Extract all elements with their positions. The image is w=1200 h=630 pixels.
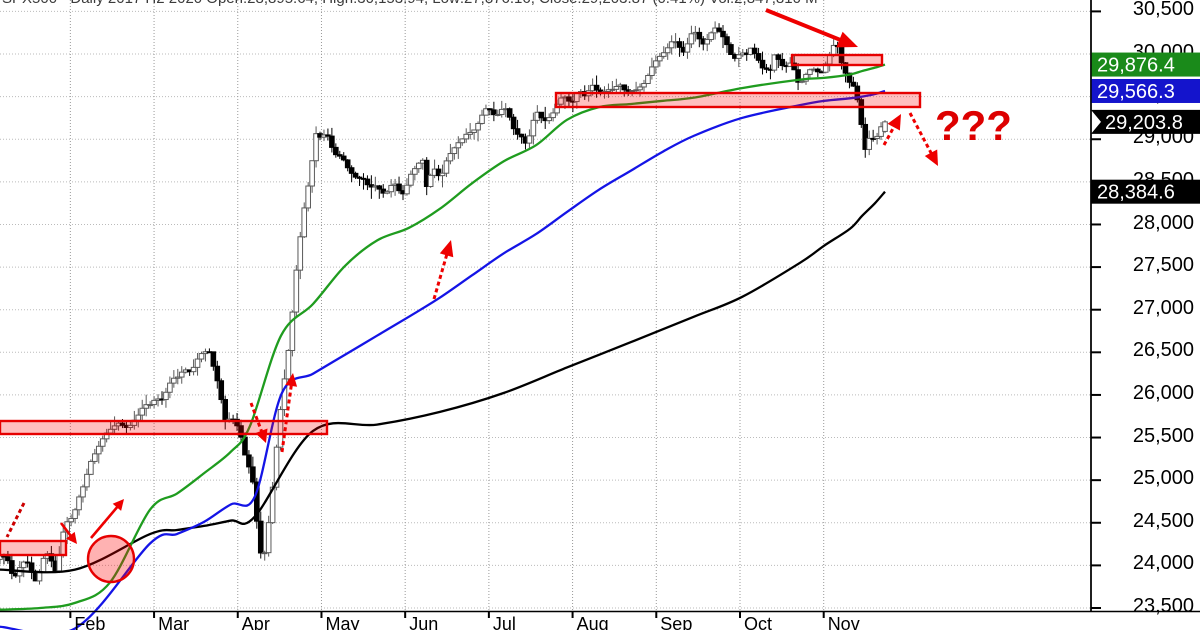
svg-text:???: ??? [935, 102, 1012, 149]
